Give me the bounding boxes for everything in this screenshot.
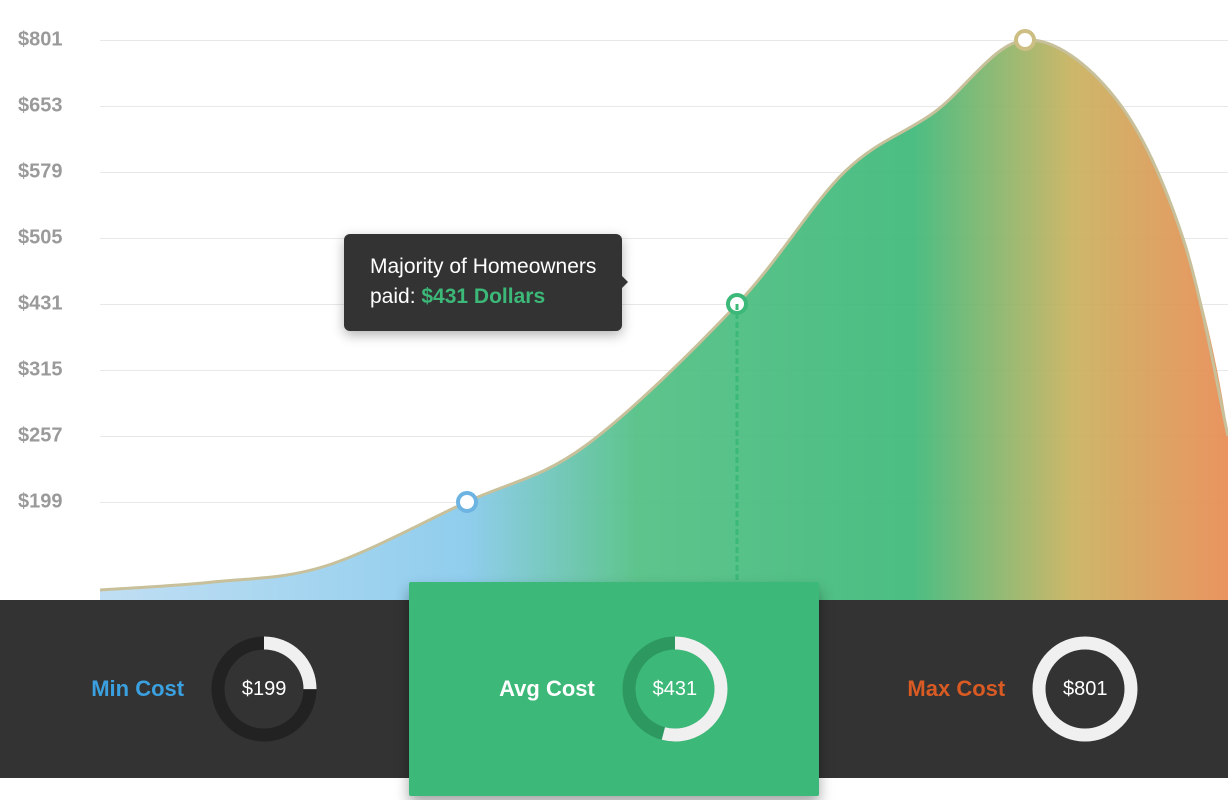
cost-donut-avg: $431 xyxy=(621,635,729,743)
cost-value: $199 xyxy=(210,635,318,743)
cost-card-label: Min Cost xyxy=(91,676,184,702)
area-curve xyxy=(100,0,1228,600)
cost-card-avg: Avg Cost $431 xyxy=(409,582,818,796)
y-tick-label: $505 xyxy=(18,227,88,250)
cost-card-min: Min Cost $199 xyxy=(0,600,409,778)
y-tick-label: $315 xyxy=(18,359,88,382)
cost-value: $431 xyxy=(621,635,729,743)
peak-marker xyxy=(1014,29,1036,51)
cost-value: $801 xyxy=(1031,635,1139,743)
cost-chart-widget: $801 $653 $579 $505 $431 $315 $257 $199 Majorit… xyxy=(0,0,1228,800)
avg-tooltip: Majority of Homeowners paid: $431 Dollar… xyxy=(344,234,622,331)
y-tick-label: $257 xyxy=(18,425,88,448)
y-tick-label: $431 xyxy=(18,293,88,316)
tooltip-line2: paid: $431 Dollars xyxy=(370,282,596,312)
cost-donut-min: $199 xyxy=(210,635,318,743)
cost-card-label: Max Cost xyxy=(907,676,1005,702)
tooltip-line1: Majority of Homeowners xyxy=(370,252,596,282)
cost-card-label: Avg Cost xyxy=(499,676,595,702)
y-tick-label: $801 xyxy=(18,29,88,52)
cost-summary-cards: Min Cost $199 Avg Cost $431 Max Cost $801 xyxy=(0,600,1228,778)
cost-donut-max: $801 xyxy=(1031,635,1139,743)
cost-card-max: Max Cost $801 xyxy=(819,600,1228,778)
tooltip-highlight: $431 Dollars xyxy=(421,285,545,308)
min-marker xyxy=(456,491,478,513)
y-tick-label: $579 xyxy=(18,161,88,184)
y-tick-label: $653 xyxy=(18,95,88,118)
y-tick-label: $199 xyxy=(18,491,88,514)
